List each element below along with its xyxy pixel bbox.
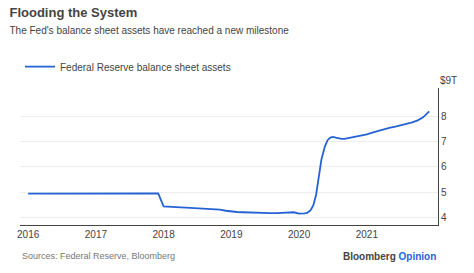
svg-text:Flooding the SystemThe Fed's b: Flooding the SystemThe Fed's balance she… [9, 5, 289, 36]
svg-text:$9T: $9T [440, 75, 457, 86]
svg-text:Bloomberg Opinion: Bloomberg Opinion [343, 251, 436, 262]
svg-text:Federal Reserve balance sheet: Federal Reserve balance sheet assets [60, 62, 231, 73]
svg-text:5: 5 [441, 187, 447, 198]
svg-text:6: 6 [441, 161, 447, 172]
svg-text:2021: 2021 [356, 229, 379, 240]
svg-text:2016: 2016 [17, 229, 40, 240]
svg-text:7: 7 [441, 136, 447, 147]
svg-text:2017: 2017 [85, 229, 108, 240]
svg-text:2020: 2020 [288, 229, 311, 240]
svg-text:4: 4 [441, 212, 447, 223]
svg-text:Sources: Federal Reserve, Bloo: Sources: Federal Reserve, Bloomberg [22, 251, 175, 261]
svg-text:8: 8 [441, 111, 447, 122]
svg-text:2018: 2018 [152, 229, 175, 240]
svg-text:2019: 2019 [220, 229, 243, 240]
